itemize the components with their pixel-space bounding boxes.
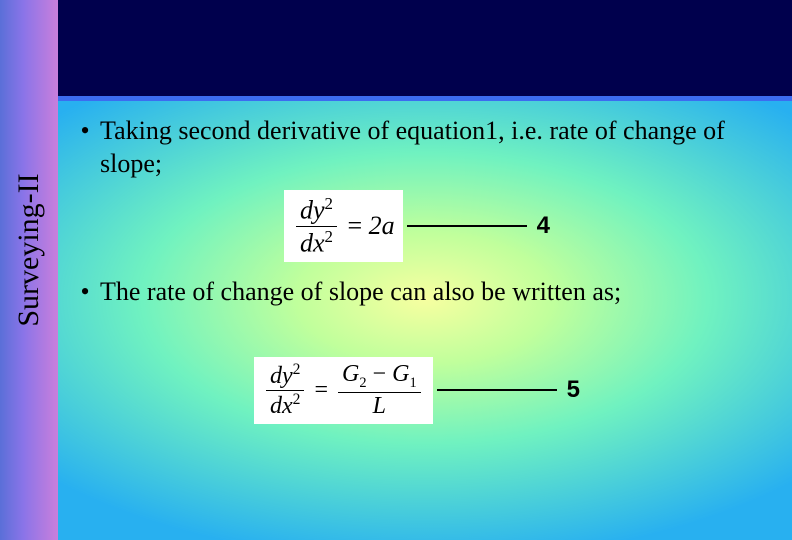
- eq2-lhs-num-var: dy: [270, 363, 293, 389]
- eq1-number: 4: [537, 212, 550, 240]
- eq2-lhs-num-sup: 2: [293, 361, 301, 378]
- bullet-2: • The rate of change of slope can also b…: [70, 276, 764, 309]
- eq1-den-sup: 2: [325, 227, 333, 246]
- bullet-dot: •: [70, 115, 100, 180]
- eq1-den-var: dx: [300, 228, 325, 257]
- equation-2: dy2 dx2 = G2 − G1 L: [254, 357, 433, 424]
- slide: Surveying-II • Taking second derivative …: [0, 0, 792, 540]
- bullet-dot: •: [70, 276, 100, 309]
- equation-2-row: dy2 dx2 = G2 − G1 L: [70, 357, 764, 424]
- sidebar-label: Surveying-II: [12, 173, 46, 326]
- equation-1-row: dy2 dx2 = 2a 4: [70, 190, 764, 262]
- eq2-leader-line: [437, 389, 557, 391]
- equation-1: dy2 dx2 = 2a: [284, 190, 403, 262]
- eq2-rhs-g2: G: [342, 361, 359, 387]
- eq2-rhs-g1: G: [392, 361, 409, 387]
- bullet-1-text: Taking second derivative of equation1, i…: [100, 115, 764, 180]
- bullet-1: • Taking second derivative of equation1,…: [70, 115, 764, 180]
- eq2-number: 5: [567, 376, 580, 404]
- content-area: • Taking second derivative of equation1,…: [58, 101, 792, 540]
- eq2-rhs-den: L: [373, 393, 386, 419]
- eq2-rhs-minus: −: [367, 361, 393, 387]
- title-bar: [58, 0, 792, 96]
- sidebar: Surveying-II: [0, 0, 58, 540]
- eq2-rhs-g2-sub: 2: [359, 375, 366, 391]
- eq2-lhs-den-sup: 2: [293, 391, 301, 408]
- eq1-leader-line: [407, 225, 527, 227]
- eq2-rhs-g1-sub: 1: [409, 375, 416, 391]
- bullet-2-text: The rate of change of slope can also be …: [100, 276, 764, 309]
- eq1-num-var: dy: [300, 196, 325, 225]
- eq1-rhs: 2a: [369, 211, 395, 241]
- eq1-num-sup: 2: [325, 194, 333, 213]
- main-area: • Taking second derivative of equation1,…: [58, 0, 792, 540]
- eq2-lhs-den-var: dx: [270, 393, 293, 419]
